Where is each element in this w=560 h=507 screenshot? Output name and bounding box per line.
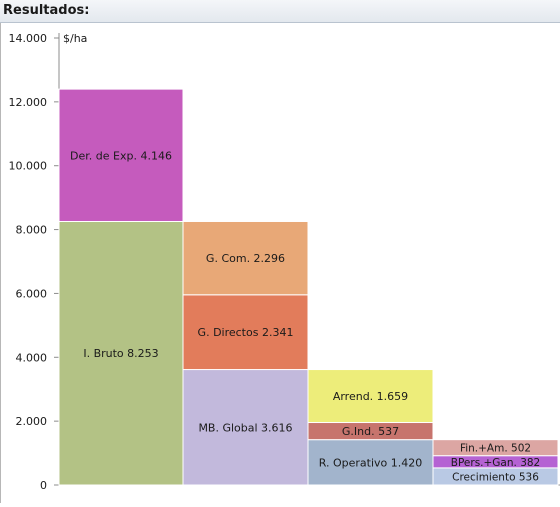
bar-segment-label: G.Ind. 537: [342, 425, 399, 438]
bar-segment-label: Crecimiento 536: [452, 471, 539, 483]
bar-segment-label: R. Operativo 1.420: [319, 456, 423, 469]
y-tick-label: 0: [40, 479, 47, 492]
y-tick-label: 10.000: [9, 160, 48, 173]
bar-segment-label: Fin.+Am. 502: [460, 443, 531, 455]
y-tick-label: 8.000: [16, 224, 48, 237]
y-tick-label: 14.000: [9, 32, 48, 45]
bar-segment-label: G. Com. 2.296: [206, 252, 285, 265]
bar-segment: [58, 88, 184, 222]
bar-segment: [182, 369, 309, 486]
bar-segment: [182, 220, 309, 296]
panel-title: Resultados:: [3, 3, 90, 18]
y-tick-label: 6.000: [16, 287, 48, 300]
y-axis-label: $/ha: [63, 32, 87, 45]
y-tick-label: 12.000: [9, 96, 48, 109]
y-tick-label: 4.000: [16, 351, 48, 364]
chart-area: 0 2.000 4.000 6.000 8.000 10.000 12.000 14.000 $…: [0, 23, 560, 503]
bar-segment-label: G. Directos 2.341: [198, 326, 294, 339]
bar-segment: [182, 294, 309, 371]
bar-segment-label: Arrend. 1.659: [333, 390, 408, 403]
cascade-chart: 0 2.000 4.000 6.000 8.000 10.000 12.000 14.000 $…: [9, 32, 560, 492]
bar-segment-label: MB. Global 3.616: [198, 421, 292, 434]
bar-segment-label: I. Bruto 8.253: [83, 347, 158, 360]
bar-segment: [432, 439, 559, 457]
bar-segment: [307, 439, 434, 486]
bar-segment-label: Der. de Exp. 4.146: [70, 149, 172, 162]
panel-header: Resultados:: [0, 0, 560, 23]
bar-segment-label: BPers.+Gan. 382: [451, 457, 541, 469]
bar-segment: [307, 369, 434, 424]
y-tick-label: 2.000: [16, 415, 48, 428]
